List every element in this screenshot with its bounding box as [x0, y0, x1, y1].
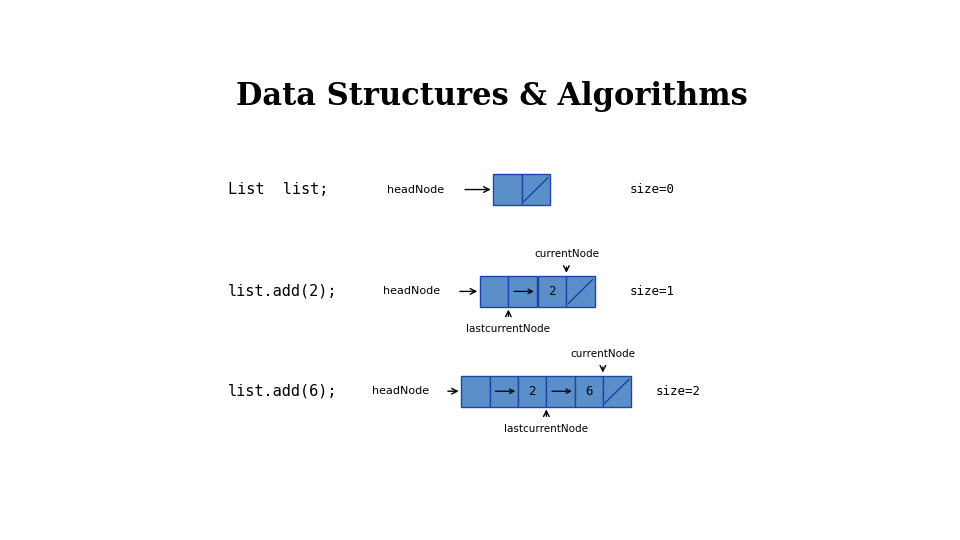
Bar — [462, 376, 490, 407]
Text: 2: 2 — [528, 384, 536, 397]
Bar — [518, 376, 546, 407]
Text: headNode: headNode — [387, 185, 444, 194]
Bar — [509, 276, 537, 307]
Text: list.add(6);: list.add(6); — [228, 384, 337, 399]
Text: lastcurrentNode: lastcurrentNode — [467, 324, 550, 334]
Text: headNode: headNode — [372, 386, 429, 396]
Bar — [539, 276, 566, 307]
Text: size=0: size=0 — [630, 183, 675, 196]
Bar — [566, 276, 594, 307]
Text: size=1: size=1 — [630, 285, 675, 298]
Bar — [480, 276, 509, 307]
Bar — [490, 376, 518, 407]
Text: 2: 2 — [548, 285, 556, 298]
Bar — [546, 376, 575, 407]
Text: lastcurrentNode: lastcurrentNode — [504, 423, 588, 434]
Text: List  list;: List list; — [228, 182, 328, 197]
Bar — [493, 174, 522, 205]
Text: Data Structures & Algorithms: Data Structures & Algorithms — [236, 82, 748, 112]
Text: currentNode: currentNode — [534, 249, 599, 259]
Text: headNode: headNode — [383, 286, 440, 296]
Text: 6: 6 — [585, 384, 592, 397]
Text: currentNode: currentNode — [570, 349, 636, 359]
Bar — [575, 376, 603, 407]
Text: size=2: size=2 — [656, 384, 701, 397]
Bar — [522, 174, 550, 205]
Text: list.add(2);: list.add(2); — [228, 284, 337, 299]
Bar — [603, 376, 631, 407]
